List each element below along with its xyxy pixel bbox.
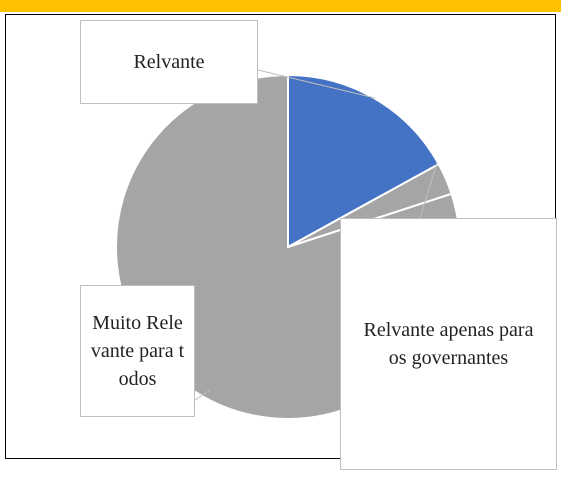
leader-line xyxy=(419,162,438,219)
leader-line xyxy=(257,69,376,99)
leader-line xyxy=(194,389,211,401)
label-text: Relvante xyxy=(133,51,205,73)
data-label: Relvante apenas para os governantes xyxy=(340,218,557,470)
data-label: Muito Relevante para todos xyxy=(80,285,195,417)
label-text: Muito Relevante para todos xyxy=(90,312,185,390)
pie-slice xyxy=(287,73,441,249)
data-label: Relvante xyxy=(80,20,258,104)
top-bar xyxy=(0,0,561,12)
label-text: Relvante apenas para os governantes xyxy=(363,319,534,369)
